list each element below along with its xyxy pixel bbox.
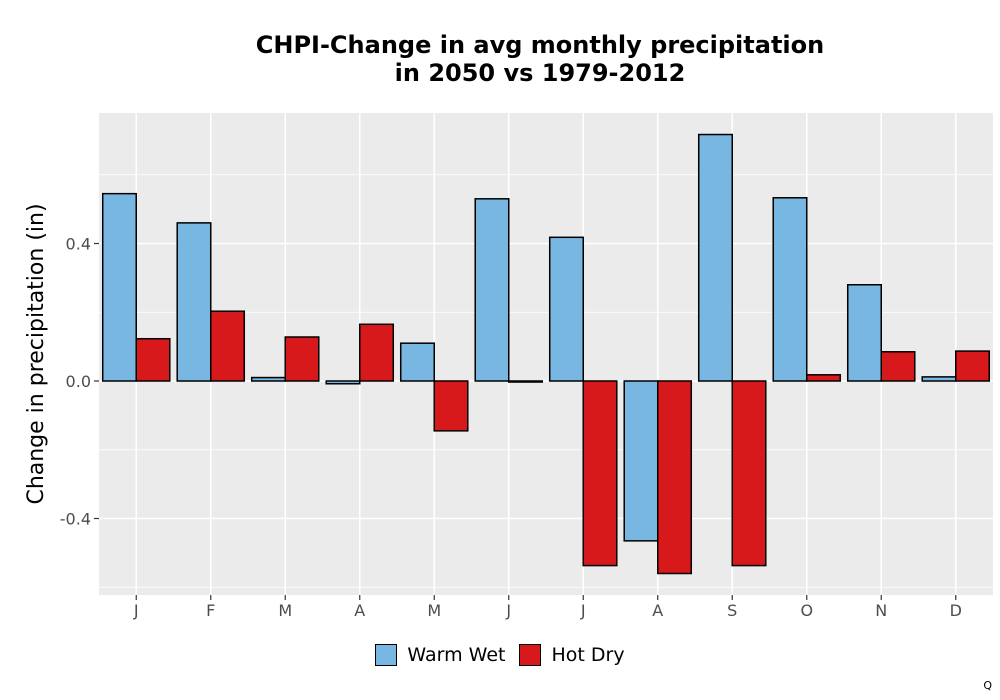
bar-warm-wet (250, 376, 286, 382)
bar-warm-wet (325, 380, 361, 385)
y-axis-label: Change in precipitation (in) (24, 203, 49, 504)
x-tick-label: O (800, 601, 813, 620)
x-tick-label: M (278, 601, 292, 620)
x-tick-label: M (427, 601, 441, 620)
bar-hot-dry (284, 336, 320, 382)
bar-warm-wet (772, 197, 808, 382)
x-tick-label: J (505, 601, 511, 620)
bar-warm-wet (474, 198, 510, 382)
x-tick-label: D (950, 601, 962, 620)
x-tick-label: S (727, 601, 737, 620)
bar-hot-dry (508, 380, 544, 383)
bar-hot-dry (582, 380, 618, 567)
bar-warm-wet (921, 376, 957, 382)
legend-item-warm-wet: Warm Wet (375, 644, 505, 666)
x-tick-label: F (206, 601, 215, 620)
x-tick-label: N (875, 601, 887, 620)
legend-item-hot-dry: Hot Dry (519, 644, 625, 666)
bar-hot-dry (433, 380, 469, 432)
bar-warm-wet (697, 133, 733, 382)
y-axis: 0.4 0.0 -0.4 (60, 235, 99, 529)
corner-mark: Q (983, 679, 992, 692)
legend-swatch-hot-dry (519, 644, 542, 666)
bars (101, 133, 991, 575)
bar-hot-dry (806, 374, 842, 382)
bar-warm-wet (623, 380, 659, 542)
legend-label-hot-dry: Hot Dry (551, 644, 625, 666)
bar-hot-dry (880, 351, 916, 382)
chart-title-line-1: CHPI-Change in avg monthly precipitation (255, 31, 825, 59)
legend: Warm Wet Hot Dry (0, 640, 1000, 670)
bar-warm-wet (399, 342, 436, 382)
minor-gridlines (99, 174, 993, 588)
x-tick-label: J (133, 601, 139, 620)
legend-swatch-warm-wet (375, 644, 398, 666)
x-tick-label: A (354, 601, 365, 620)
bar-hot-dry (359, 323, 395, 382)
bar-hot-dry (135, 337, 171, 382)
plot-panel (99, 113, 993, 595)
bar-hot-dry (210, 310, 246, 382)
bar-warm-wet (846, 284, 882, 382)
bar-hot-dry (657, 380, 693, 575)
chart-title-line-2: in 2050 vs 1979-2012 (394, 59, 686, 87)
bar-warm-wet (101, 192, 137, 382)
y-tick-label: 0.4 (66, 235, 91, 254)
bar-hot-dry (731, 380, 767, 567)
chart-title: CHPI-Change in avg monthly precipitation… (140, 31, 940, 87)
x-tick-label: J (580, 601, 586, 620)
legend-label-warm-wet: Warm Wet (407, 644, 506, 666)
y-tick-label: -0.4 (60, 510, 91, 529)
y-tick-label: 0.0 (66, 372, 91, 391)
bar-warm-wet (548, 236, 584, 382)
bar-hot-dry (955, 350, 991, 382)
bar-warm-wet (176, 222, 212, 382)
x-tick-label: A (652, 601, 663, 620)
